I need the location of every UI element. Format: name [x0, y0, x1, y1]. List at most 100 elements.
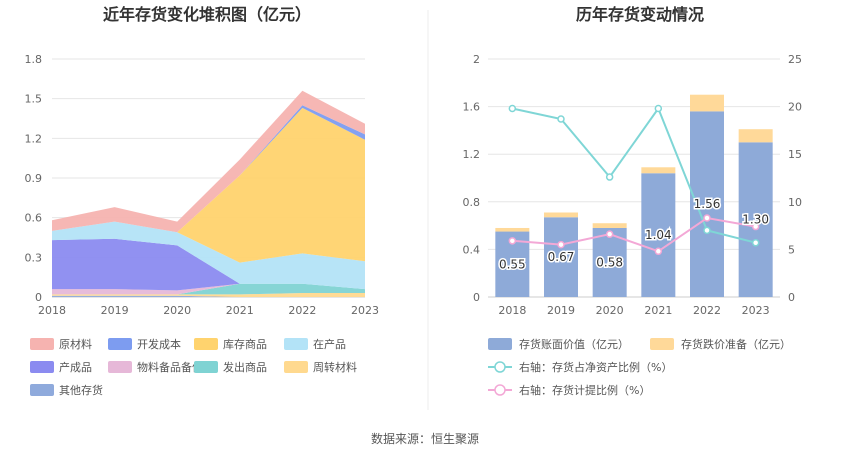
legend-swatch	[30, 384, 54, 396]
line-point	[751, 238, 760, 247]
legend-label: 开发成本	[137, 337, 181, 351]
legend-line-marker	[494, 384, 506, 396]
legend-swatch	[284, 361, 308, 373]
legend-label: 发出商品	[223, 360, 267, 374]
right-y2-tick-label: 0	[788, 291, 795, 304]
line-point	[654, 247, 663, 256]
area-series	[52, 283, 365, 295]
right-chart-title: 历年存货变动情况	[576, 5, 704, 24]
bar-value-label: 0.55	[499, 257, 526, 271]
right-x-tick-label: 2023	[742, 304, 770, 317]
legend-swatch	[30, 338, 54, 350]
data-source: 数据来源：恒生聚源	[371, 431, 479, 446]
area-series	[52, 283, 365, 295]
line-point	[557, 115, 565, 123]
area-series	[52, 238, 365, 291]
line-point	[605, 173, 614, 181]
legend-swatch	[194, 338, 218, 350]
left-y-tick-label: 0.6	[25, 212, 43, 225]
impairment-bar	[690, 94, 724, 112]
line-point	[557, 240, 565, 249]
impairment-bar	[544, 212, 578, 218]
impairment-bar	[738, 129, 773, 143]
legend-swatch	[650, 338, 674, 350]
stacked-area-chart: 近年存货变化堆积图（亿元） 0 0.3 0.6 0.9 1.2 1.5 1.8 2018 201…	[25, 5, 380, 397]
right-y2-tick-label: 5	[788, 243, 795, 256]
right-y-tick-label: 0.4	[463, 243, 481, 256]
book-value-bar	[592, 227, 627, 297]
right-y2-tick-label: 20	[788, 101, 802, 114]
legend-swatch	[488, 338, 512, 350]
right-x-tick-label: 2019	[547, 304, 575, 317]
legend-swatch	[108, 338, 132, 350]
area-series	[52, 90, 365, 233]
impairment-bar	[495, 227, 530, 232]
legend-label: 物料备品备件	[137, 360, 203, 374]
ratio-line	[512, 106, 756, 244]
legend-swatch	[284, 338, 308, 350]
impairment-bar	[641, 167, 676, 174]
right-y-tick-label: 1.6	[463, 101, 481, 114]
legend-label: 存货跌价准备（亿元）	[681, 337, 791, 351]
area-series	[52, 221, 365, 290]
left-x-tick-label: 2021	[226, 304, 254, 317]
left-x-tick-label: 2023	[351, 304, 379, 317]
provision-line	[512, 216, 756, 253]
left-x-tick-label: 2018	[38, 304, 66, 317]
legend-label: 产成品	[59, 360, 92, 374]
left-y-tick-label: 0	[35, 291, 42, 304]
line-point	[703, 226, 711, 235]
area-series	[52, 293, 365, 297]
right-x-tick-label: 2020	[596, 304, 624, 317]
legend-label: 原材料	[59, 337, 92, 351]
legend-swatch	[194, 361, 218, 373]
right-x-tick-label: 2018	[498, 304, 526, 317]
left-chart-title: 近年存货变化堆积图（亿元）	[103, 5, 311, 24]
bar-value-label: 1.30	[742, 213, 769, 227]
book-value-bar	[738, 142, 773, 297]
left-x-tick-label: 2022	[288, 304, 316, 317]
book-value-bar	[641, 173, 676, 297]
line-point	[605, 230, 614, 238]
legend-label: 右轴：存货计提比例（%）	[519, 383, 650, 397]
legend-label: 周转材料	[313, 360, 357, 374]
legend-label: 存货账面价值（亿元）	[519, 337, 629, 351]
bar-value-label: 0.67	[548, 250, 575, 264]
right-y2-tick-label: 10	[788, 196, 802, 209]
left-y-tick-label: 0.3	[25, 251, 43, 264]
right-y2-tick-label: 15	[788, 148, 802, 161]
left-x-tick-label: 2020	[163, 304, 191, 317]
line-point	[508, 104, 517, 113]
legend-label: 在产品	[313, 337, 346, 351]
right-y-tick-label: 0	[473, 291, 480, 304]
book-value-bar	[544, 217, 578, 297]
bar-value-label: 1.04	[645, 228, 672, 242]
bar-value-label: 0.58	[596, 255, 623, 269]
left-y-tick-label: 1.2	[25, 132, 43, 145]
left-y-tick-label: 0.9	[25, 172, 43, 185]
right-y-tick-label: 0.8	[463, 196, 481, 209]
legend-label: 右轴：存货占净资产比例（%）	[519, 360, 672, 374]
legend-label: 库存商品	[223, 337, 267, 351]
right-y-tick-label: 2	[473, 53, 480, 66]
right-x-tick-label: 2022	[693, 304, 721, 317]
line-point	[508, 237, 517, 245]
line-point	[654, 104, 663, 113]
left-x-tick-label: 2019	[101, 304, 129, 317]
legend-line-marker	[494, 361, 506, 373]
area-series	[52, 107, 365, 263]
right-x-tick-label: 2021	[644, 304, 672, 317]
right-y-tick-label: 1.2	[463, 148, 481, 161]
left-y-tick-label: 1.8	[25, 53, 43, 66]
left-y-tick-label: 1.5	[25, 93, 43, 106]
legend-swatch	[108, 361, 132, 373]
legend-label: 其他存货	[59, 383, 103, 397]
legend-swatch	[30, 361, 54, 373]
line-point	[703, 214, 711, 222]
bar-value-label: 1.56	[694, 197, 721, 211]
right-y2-tick-label: 25	[788, 53, 802, 66]
impairment-bar	[592, 223, 627, 228]
